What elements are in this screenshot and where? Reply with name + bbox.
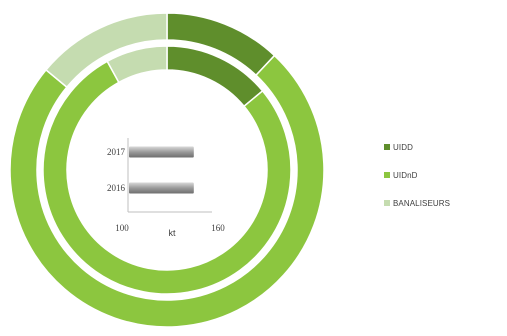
x-axis-label: kt [168,228,176,238]
donut-chart [9,12,325,328]
outer-ring-slice-uidnd [9,54,325,328]
legend-item-banaliseurs: BANALISEURS [384,196,507,210]
outer-ring-slice-banaliseurs [44,12,168,89]
x-tick-label: 160 [211,223,225,233]
legend-item-uidnd: UIDnD [384,168,507,182]
category-label-2016: 2016 [107,183,126,193]
inner-ring-slice-banaliseurs [106,45,168,84]
legend-label: BANALISEURS [393,198,451,208]
legend-swatch [384,172,390,178]
inner-ring-slice-uidnd [42,60,292,295]
category-label-2017: 2017 [107,147,126,157]
bar-chart-inset: 2017 2016 100 160 kt [107,134,225,238]
legend-item-uidd: UIDD [384,140,507,154]
legend: UIDD UIDnD BANALISEURS [384,140,507,224]
legend-swatch [384,144,390,150]
bar-2017 [129,146,194,158]
x-tick-label: 100 [115,223,129,233]
bar-2016 [129,182,194,194]
legend-label: UIDD [393,142,413,152]
legend-swatch [384,200,390,206]
legend-label: UIDnD [393,170,418,180]
